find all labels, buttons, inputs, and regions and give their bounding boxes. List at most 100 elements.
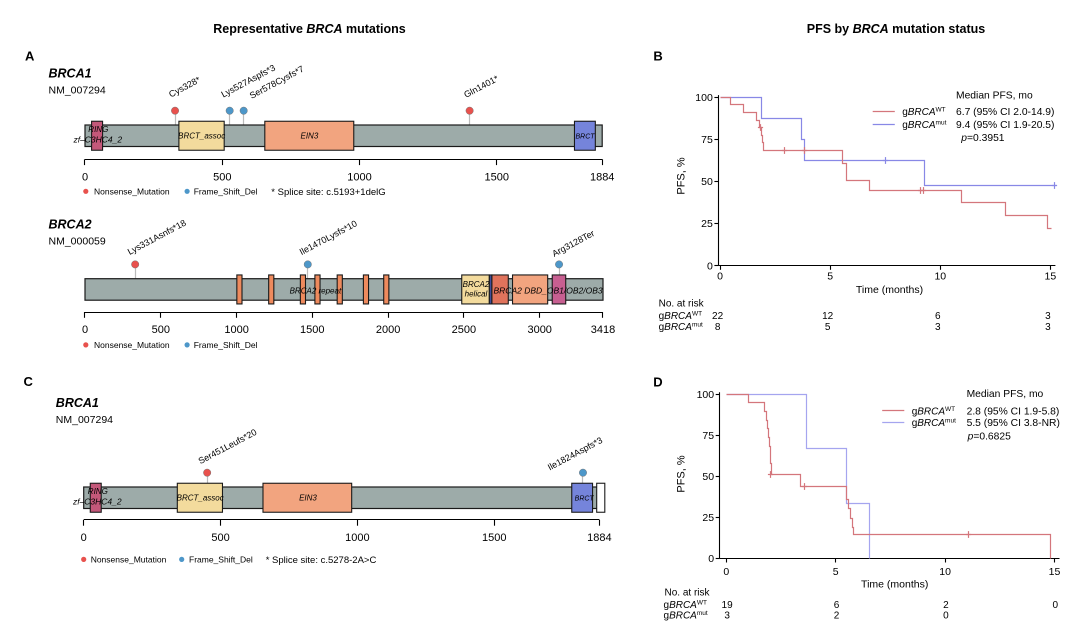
svg-text:25: 25 [701,218,713,230]
svg-text:gBRCAmut: gBRCAmut [659,322,703,334]
svg-text:PFS by BRCA mutation status: PFS by BRCA mutation status [807,22,986,36]
svg-text:p=0.3951: p=0.3951 [960,133,1005,144]
svg-text:0: 0 [81,532,87,544]
svg-text:* Splice site: c.5278-2A>C: * Splice site: c.5278-2A>C [266,555,377,566]
svg-text:No. at risk: No. at risk [665,587,711,598]
svg-text:BRCA1: BRCA1 [49,67,92,81]
svg-text:9.4 (95% CI 1.9-20.5): 9.4 (95% CI 1.9-20.5) [956,120,1054,131]
svg-text:zf–C3HC4_2: zf–C3HC4_2 [72,496,122,506]
svg-text:3: 3 [724,611,730,622]
svg-text:0: 0 [708,553,714,565]
svg-text:0: 0 [82,171,88,183]
svg-text:2.8 (95% CI 1.9-5.8): 2.8 (95% CI 1.9-5.8) [967,406,1060,417]
svg-text:gBRCAmut: gBRCAmut [902,119,946,131]
svg-text:75: 75 [702,430,714,442]
svg-text:Frame_Shift_Del: Frame_Shift_Del [194,186,258,196]
svg-text:BRCA2: BRCA2 [463,280,490,289]
svg-text:C: C [24,374,34,389]
svg-text:0: 0 [943,611,949,622]
svg-text:10: 10 [939,566,951,578]
svg-text:gBRCAmut: gBRCAmut [664,610,708,622]
svg-text:1000: 1000 [345,532,369,544]
svg-text:500: 500 [152,324,170,336]
svg-text:3: 3 [935,322,941,333]
svg-text:100: 100 [695,92,713,104]
svg-text:1500: 1500 [485,171,509,183]
svg-text:5: 5 [827,271,833,283]
svg-text:BRCT_assoc: BRCT_assoc [177,494,224,503]
svg-text:NM_000059: NM_000059 [49,236,106,248]
svg-text:BRCA2 DBD_OB1/OB2/OB3: BRCA2 DBD_OB1/OB2/OB3 [494,286,603,296]
svg-text:Median PFS, mo: Median PFS, mo [956,91,1033,102]
svg-text:5.5 (95% CI 3.8-NR): 5.5 (95% CI 3.8-NR) [967,418,1060,429]
svg-text:BRCA1: BRCA1 [56,396,99,410]
svg-text:Nonsense_Mutation: Nonsense_Mutation [94,340,170,350]
svg-text:Nonsense_Mutation: Nonsense_Mutation [94,186,170,196]
svg-text:2500: 2500 [452,324,476,336]
svg-text:2: 2 [834,611,840,622]
svg-text:1000: 1000 [224,324,248,336]
svg-text:0: 0 [1053,600,1059,611]
svg-text:NM_007294: NM_007294 [56,414,113,426]
svg-text:PFS, %: PFS, % [676,157,688,195]
svg-text:500: 500 [211,532,229,544]
svg-text:p=0.6825: p=0.6825 [967,432,1012,443]
svg-text:5: 5 [825,322,831,333]
svg-text:12: 12 [822,311,834,322]
svg-text:zf–C3HC4_2: zf–C3HC4_2 [72,134,122,144]
svg-text:8: 8 [715,322,721,333]
svg-text:6.7 (95% CI 2.0-14.9): 6.7 (95% CI 2.0-14.9) [956,107,1054,118]
svg-text:gBRCAWT: gBRCAWT [664,600,707,612]
svg-text:Representative BRCA mutations: Representative BRCA mutations [213,22,405,36]
svg-text:0: 0 [707,260,713,272]
svg-text:Frame_Shift_Del: Frame_Shift_Del [189,554,253,564]
svg-text:gBRCAmut: gBRCAmut [912,418,956,430]
svg-text:gBRCAWT: gBRCAWT [912,406,955,418]
svg-text:BRCA2: BRCA2 [49,218,92,232]
svg-text:1884: 1884 [590,171,614,183]
svg-text:10: 10 [934,271,946,283]
svg-text:EIN3: EIN3 [301,132,319,141]
svg-text:1500: 1500 [482,532,506,544]
svg-text:RING: RING [88,125,108,134]
svg-text:1884: 1884 [587,532,611,544]
svg-text:1500: 1500 [300,324,324,336]
svg-text:RING: RING [88,487,108,496]
svg-text:2: 2 [943,600,949,611]
svg-text:15: 15 [1045,271,1057,283]
svg-text:Median PFS, mo: Median PFS, mo [967,389,1044,400]
svg-text:D: D [653,374,662,389]
svg-text:22: 22 [712,311,724,322]
svg-text:A: A [25,48,35,63]
svg-text:BRCT: BRCT [575,134,595,141]
svg-text:gBRCAWT: gBRCAWT [902,107,945,119]
svg-text:NM_007294: NM_007294 [49,85,106,97]
svg-text:3418: 3418 [591,324,615,336]
svg-text:25: 25 [702,512,714,524]
svg-text:3000: 3000 [527,324,551,336]
svg-text:No. at risk: No. at risk [659,299,705,310]
svg-text:0: 0 [717,271,723,283]
svg-text:5: 5 [833,566,839,578]
svg-text:3: 3 [1045,311,1051,322]
svg-text:6: 6 [834,600,840,611]
svg-text:2000: 2000 [376,324,400,336]
svg-text:19: 19 [722,600,734,611]
svg-text:BRCT_assoc: BRCT_assoc [178,132,225,141]
svg-text:PFS, %: PFS, % [676,455,688,493]
svg-text:EIN3: EIN3 [299,494,317,503]
svg-text:BRCA2 repeat: BRCA2 repeat [290,287,342,296]
svg-text:3: 3 [1045,322,1051,333]
svg-text:15: 15 [1049,566,1061,578]
svg-text:100: 100 [697,389,715,401]
svg-text:gBRCAWT: gBRCAWT [659,311,702,323]
svg-text:BRCT: BRCT [575,496,595,503]
svg-text:Frame_Shift_Del: Frame_Shift_Del [194,340,258,350]
svg-text:1000: 1000 [347,171,371,183]
svg-text:500: 500 [213,171,231,183]
svg-text:0: 0 [82,324,88,336]
svg-text:0: 0 [723,566,729,578]
svg-text:50: 50 [701,176,713,188]
svg-text:Time (months): Time (months) [856,284,923,296]
svg-text:B: B [653,48,662,63]
